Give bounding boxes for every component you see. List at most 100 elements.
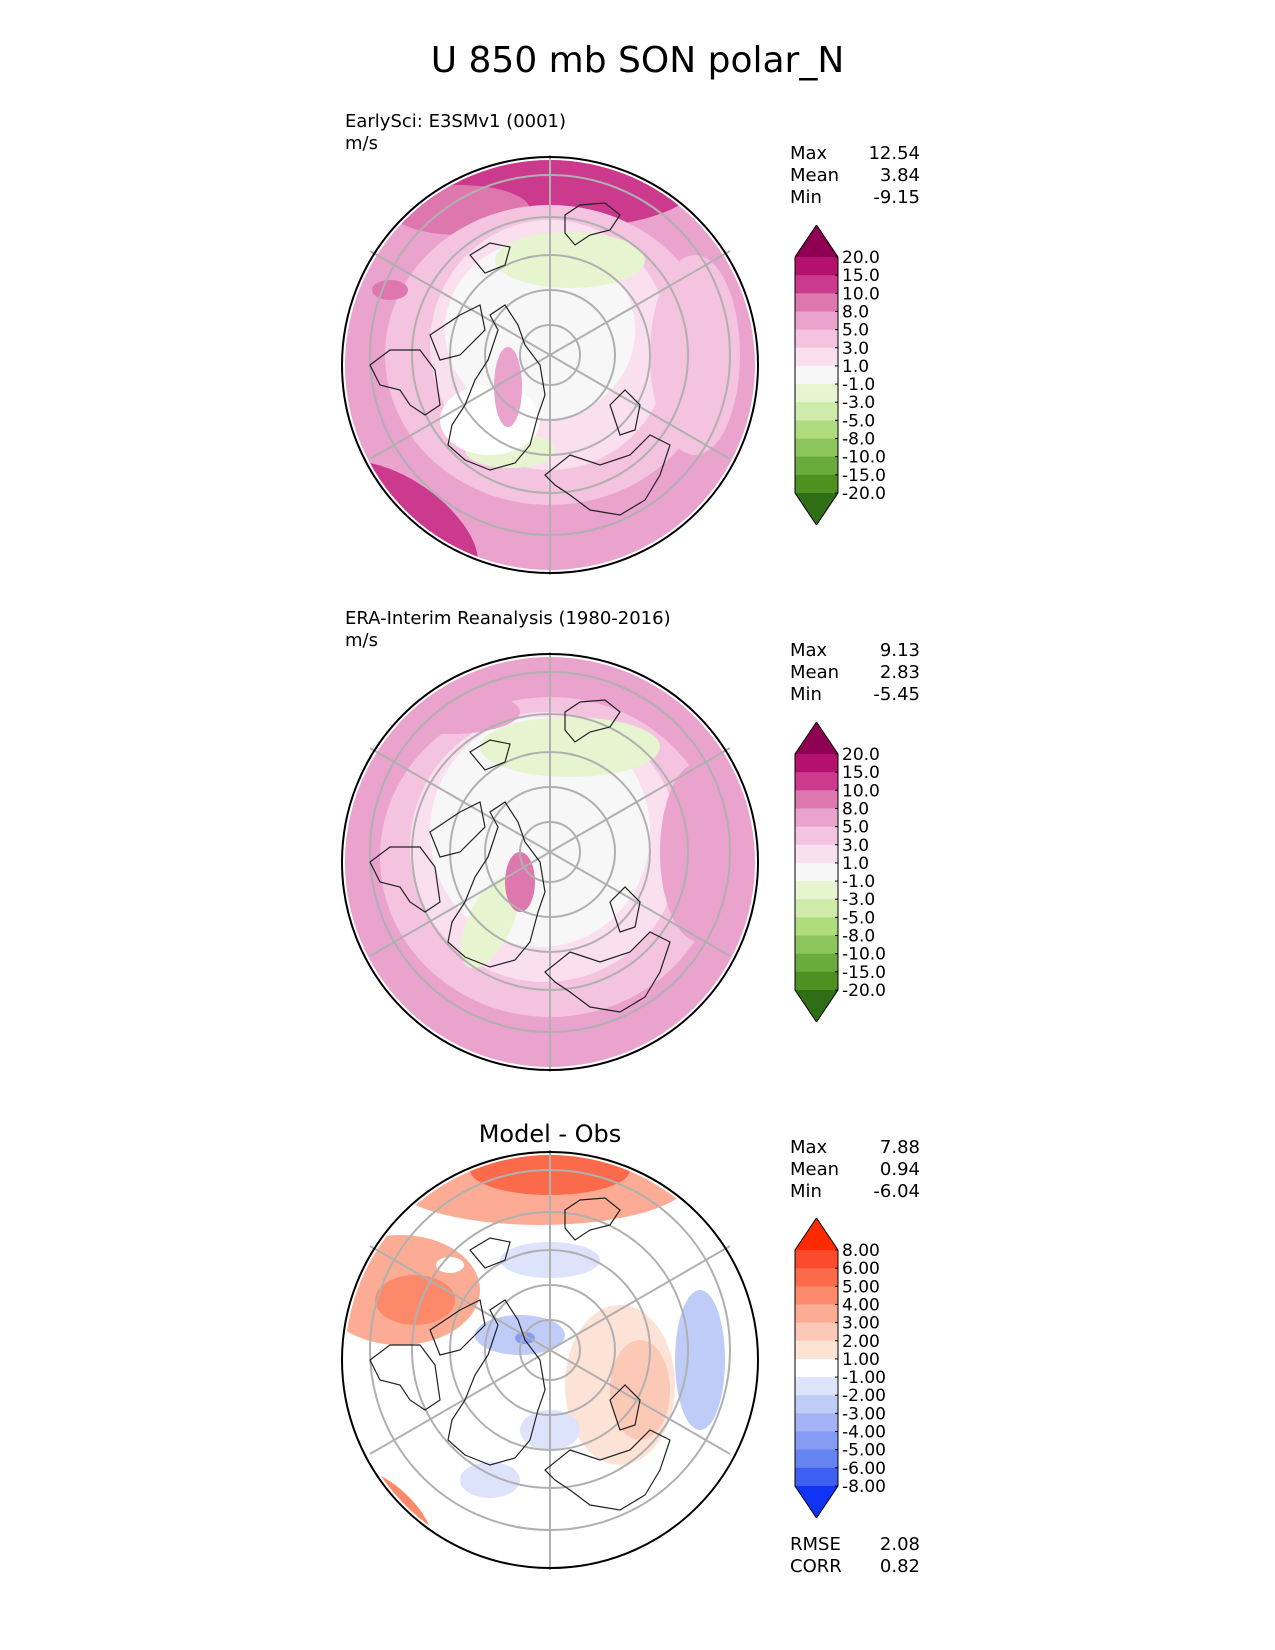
stat-value: 0.94: [879, 1159, 920, 1180]
colorbar-bin: [795, 790, 838, 809]
colorbar-bin: [795, 862, 838, 882]
panel3-stats: Max 7.88 Mean 0.94 Min -6.04: [790, 1137, 920, 1203]
colorbar-tick-label: -3.0: [842, 890, 875, 910]
panel1-label: EarlySci: E3SMv1 (0001) m/s: [345, 111, 566, 155]
colorbar-bin: [795, 1449, 838, 1469]
stat-label: Max: [790, 640, 828, 661]
colorbar-tick-label: 15.0: [842, 266, 880, 286]
colorbar-bin: [795, 826, 838, 846]
map-boundary: [341, 653, 759, 1071]
colorbar-extend-max: [795, 722, 838, 754]
figure-title: U 850 mb SON polar_N: [430, 40, 845, 81]
panel2-units: m/s: [345, 630, 378, 651]
stat-label: Min: [790, 684, 822, 705]
colorbar-ticks: 20.015.010.08.05.03.01.0-1.0-3.0-5.0-8.0…: [835, 745, 886, 1001]
colorbar-bin: [795, 1250, 838, 1269]
colorbar-tick-label: 5.00: [842, 1277, 880, 1297]
colorbar-bin: [795, 917, 838, 937]
field-region: [480, 717, 660, 777]
panel1-colorbar: 20.015.010.08.05.03.01.0-1.0-3.0-5.0-8.0…: [794, 225, 886, 525]
metric-label: CORR: [790, 1556, 842, 1577]
panel3-stat-min: Min -6.04: [790, 1181, 920, 1203]
field-region: [460, 1462, 520, 1498]
colorbar-tick-label: -10.0: [842, 945, 886, 965]
metric-value: 0.82: [879, 1556, 920, 1577]
stat-value: 7.88: [879, 1137, 920, 1158]
colorbar-bin: [795, 1340, 838, 1360]
colorbar-tick-label: 8.0: [842, 302, 869, 322]
colorbar-tick-label: -4.00: [842, 1423, 886, 1443]
colorbar-extend-min: [795, 1486, 838, 1518]
colorbar-tick-label: -5.00: [842, 1441, 886, 1461]
colorbar-tick-label: -3.0: [842, 393, 875, 413]
colorbar-bin: [795, 257, 838, 276]
graticule: [369, 1150, 731, 1570]
stat-value: -6.04: [873, 1181, 920, 1202]
colorbar-tick-label: 10.0: [842, 284, 880, 304]
colorbar-bin: [795, 293, 838, 312]
colorbar-bin: [795, 311, 838, 331]
colorbar-bin: [795, 474, 838, 494]
colorbar-tick-label: 3.00: [842, 1314, 880, 1334]
field-region: [375, 1275, 455, 1325]
colorbar-tick-label: -8.0: [842, 430, 875, 450]
stat-value: 12.54: [868, 143, 920, 164]
colorbar-bin: [795, 899, 838, 918]
colorbar-bin: [795, 1358, 838, 1378]
colorbar-bin: [795, 935, 838, 955]
colorbar-tick-label: 10.0: [842, 781, 880, 801]
colorbar-bin: [795, 1377, 838, 1396]
colorbar-extend-max: [795, 1218, 838, 1250]
colorbar-bin: [795, 384, 838, 403]
colorbar-bin: [795, 1431, 838, 1451]
colorbar-tick-label: -5.0: [842, 411, 875, 431]
stat-label: Min: [790, 1181, 822, 1202]
stat-value: -9.15: [873, 187, 920, 208]
colorbar-tick-label: 1.00: [842, 1350, 880, 1370]
coastlines: [369, 1197, 671, 1511]
colorbar-bin: [795, 772, 838, 791]
colorbar-tick-label: 1.0: [842, 357, 869, 377]
colorbar-tick-label: 15.0: [842, 763, 880, 783]
colorbar-bin: [795, 420, 838, 440]
panel2-stat-mean: Mean 2.83: [790, 662, 920, 684]
colorbar-tick-label: 20.0: [842, 248, 880, 268]
colorbar-ticks: 20.015.010.08.05.03.01.0-1.0-3.0-5.0-8.0…: [835, 248, 886, 504]
colorbar-tick-label: 2.00: [842, 1332, 880, 1352]
panel1-units: m/s: [345, 133, 378, 154]
graticule: [369, 155, 731, 575]
field-region: [380, 690, 520, 734]
metric-value: 2.08: [879, 1534, 920, 1555]
colorbar-tick-label: -15.0: [842, 963, 886, 983]
colorbar-tick-label: -8.00: [842, 1477, 886, 1497]
colorbar-tick-label: -1.0: [842, 872, 875, 892]
field-region: [675, 1290, 725, 1430]
panel2-stats: Max 9.13 Mean 2.83 Min -5.45: [790, 640, 920, 706]
panel3-stat-mean: Mean 0.94: [790, 1159, 920, 1181]
colorbar-swatches: [794, 722, 839, 1022]
colorbar-tick-label: -20.0: [842, 484, 886, 504]
colorbar-bin: [795, 347, 838, 367]
panel2-name: ERA-Interim Reanalysis (1980-2016): [345, 608, 671, 629]
stat-label: Mean: [790, 165, 840, 186]
panel3-metrics: RMSE 2.08 CORR 0.82: [790, 1534, 920, 1578]
colorbar-tick-label: -6.00: [842, 1459, 886, 1479]
colorbar-tick-label: 20.0: [842, 745, 880, 765]
colorbar-extend-max: [795, 225, 838, 257]
panel2-polar-map: [341, 652, 759, 1072]
colorbar-tick-label: -3.00: [842, 1404, 886, 1424]
colorbar-bin: [795, 1268, 838, 1287]
colorbar-bin: [795, 402, 838, 421]
stat-label: Mean: [790, 1159, 840, 1180]
panel3-polar-map: [341, 1150, 759, 1570]
colorbar-bin: [795, 971, 838, 991]
stat-label: Max: [790, 1137, 828, 1158]
colorbar-tick-label: 5.0: [842, 321, 869, 341]
colorbar-bin: [795, 329, 838, 349]
colorbar-bin: [795, 275, 838, 294]
stat-value: 9.13: [879, 640, 920, 661]
colorbar-tick-label: -20.0: [842, 981, 886, 1001]
colorbar-bin: [795, 1413, 838, 1433]
field-region: [436, 1257, 464, 1273]
field-region: [505, 852, 535, 912]
